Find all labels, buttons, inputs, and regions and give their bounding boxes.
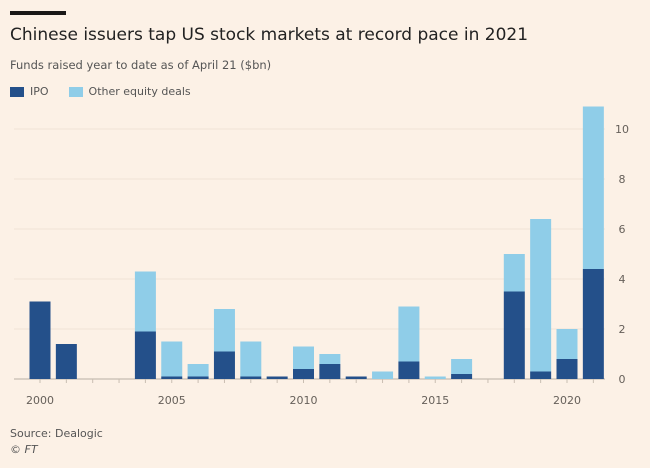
bar-other-2004: [134, 271, 156, 332]
x-tick-label: 2010: [290, 394, 318, 407]
source-note: Source: Dealogic: [10, 427, 103, 440]
bar-ipo-2005: [161, 376, 183, 379]
bar-other-2006: [187, 364, 209, 377]
y-tick-label: 10: [615, 123, 629, 136]
legend-swatch-ipo: [10, 86, 24, 97]
bar-other-2018: [503, 254, 525, 292]
bar-other-2005: [161, 341, 183, 377]
ft-title-bar: [10, 11, 66, 15]
bar-ipo-2001: [55, 344, 77, 379]
y-tick-label: 6: [619, 223, 626, 236]
bar-ipo-2000: [29, 301, 51, 379]
bar-ipo-2009: [266, 376, 288, 379]
x-tick-label: 2020: [553, 394, 581, 407]
bar-ipo-2010: [293, 369, 314, 379]
y-tick-label: 4: [619, 273, 626, 286]
x-tick-label: 2005: [158, 394, 186, 407]
bar-ipo-2016: [451, 374, 473, 379]
ft-credit: © FT: [10, 443, 38, 456]
bar-other-2013: [372, 371, 394, 379]
x-tick-label: 2015: [421, 394, 449, 407]
bar-ipo-2021: [582, 269, 604, 379]
bar-other-2016: [451, 359, 473, 374]
chart-subtitle: Funds raised year to date as of April 21…: [10, 58, 272, 72]
bar-other-2011: [319, 354, 341, 364]
legend-item-ipo: IPO: [10, 85, 49, 98]
bar-ipo-2011: [319, 364, 341, 379]
bar-other-2010: [293, 346, 314, 369]
bar-other-2008: [240, 341, 262, 377]
bar-ipo-2004: [134, 331, 156, 379]
y-tick-label: 0: [619, 373, 626, 386]
bar-ipo-2018: [503, 291, 525, 379]
bar-ipo-2012: [345, 376, 367, 379]
bar-other-2019: [530, 219, 552, 372]
bar-ipo-2007: [213, 351, 235, 379]
y-tick-label: 2: [619, 323, 626, 336]
bar-ipo-2019: [530, 371, 552, 379]
bar-other-2007: [213, 309, 235, 352]
legend-item-other: Other equity deals: [68, 85, 191, 98]
legend-label-other: Other equity deals: [88, 85, 191, 98]
y-tick-label: 8: [619, 173, 626, 186]
chart-title: Chinese issuers tap US stock markets at …: [10, 25, 529, 45]
bar-ipo-2008: [240, 376, 262, 379]
legend: IPO Other equity deals: [10, 85, 211, 98]
bar-ipo-2006: [187, 376, 209, 379]
legend-label-ipo: IPO: [30, 85, 49, 98]
bar-other-2021: [582, 106, 604, 269]
legend-swatch-other: [68, 86, 83, 97]
bar-other-2020: [556, 329, 578, 359]
bar-other-2015: [424, 376, 446, 379]
bar-ipo-2020: [556, 359, 578, 379]
bar-ipo-2014: [398, 361, 420, 379]
bar-other-2014: [398, 306, 420, 362]
x-tick-label: 2000: [26, 394, 54, 407]
